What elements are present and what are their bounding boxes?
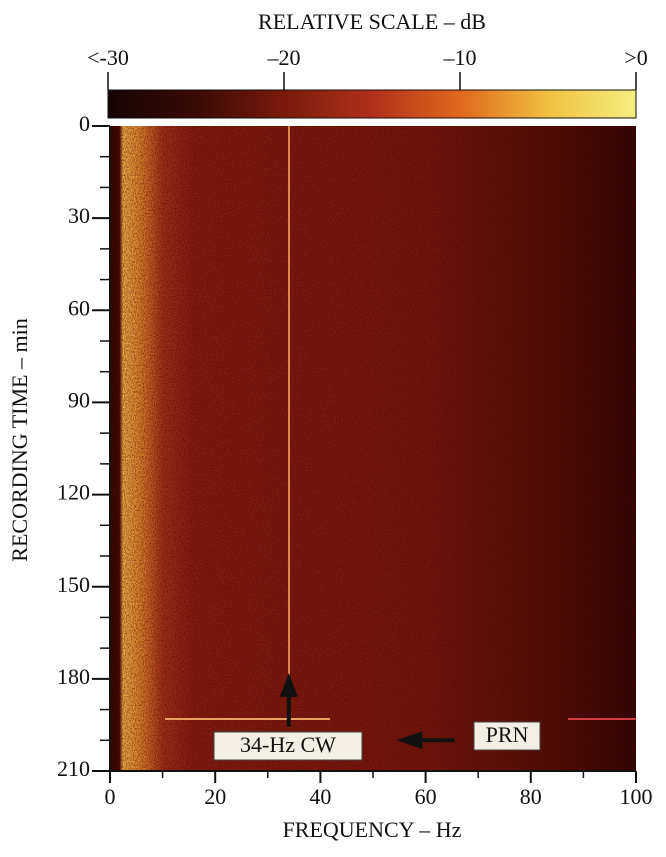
y-tick-label: 0 [79, 111, 90, 136]
colorbar-tick-label: <-30 [87, 45, 129, 70]
x-tick-label: 100 [620, 784, 653, 809]
annotation-label: PRN [486, 722, 529, 747]
colorbar-tick-label: –10 [443, 45, 477, 70]
x-tick-label: 60 [415, 784, 437, 809]
annotation-box [213, 731, 363, 761]
spectrogram-texture [110, 126, 636, 771]
colorbar-tick-label: –20 [267, 45, 301, 70]
y-tick-label: 120 [57, 480, 90, 505]
y-tick-label: 150 [57, 572, 90, 597]
y-tick-label: 90 [68, 387, 90, 412]
plot-area [110, 126, 636, 771]
y-tick-label: 30 [68, 203, 90, 228]
y-tick-label: 210 [57, 756, 90, 781]
x-tick-label: 0 [105, 784, 116, 809]
colorbar-tick-label: >0 [624, 45, 647, 70]
annotation-label: 34-Hz CW [240, 732, 336, 757]
colorbar-title: RELATIVE SCALE – dB [258, 9, 486, 34]
y-tick-label: 180 [57, 664, 90, 689]
y-axis-label: RECORDING TIME – min [7, 318, 32, 561]
x-tick-label: 40 [309, 784, 331, 809]
x-tick-label: 20 [204, 784, 226, 809]
annotation-box [473, 721, 541, 751]
annotation-arrowhead [396, 731, 423, 750]
annotation-arrowhead [279, 672, 298, 697]
y-tick-label: 60 [68, 295, 90, 320]
colorbar [107, 89, 637, 119]
x-axis-label: FREQUENCY – Hz [283, 817, 462, 842]
x-tick-label: 80 [520, 784, 542, 809]
